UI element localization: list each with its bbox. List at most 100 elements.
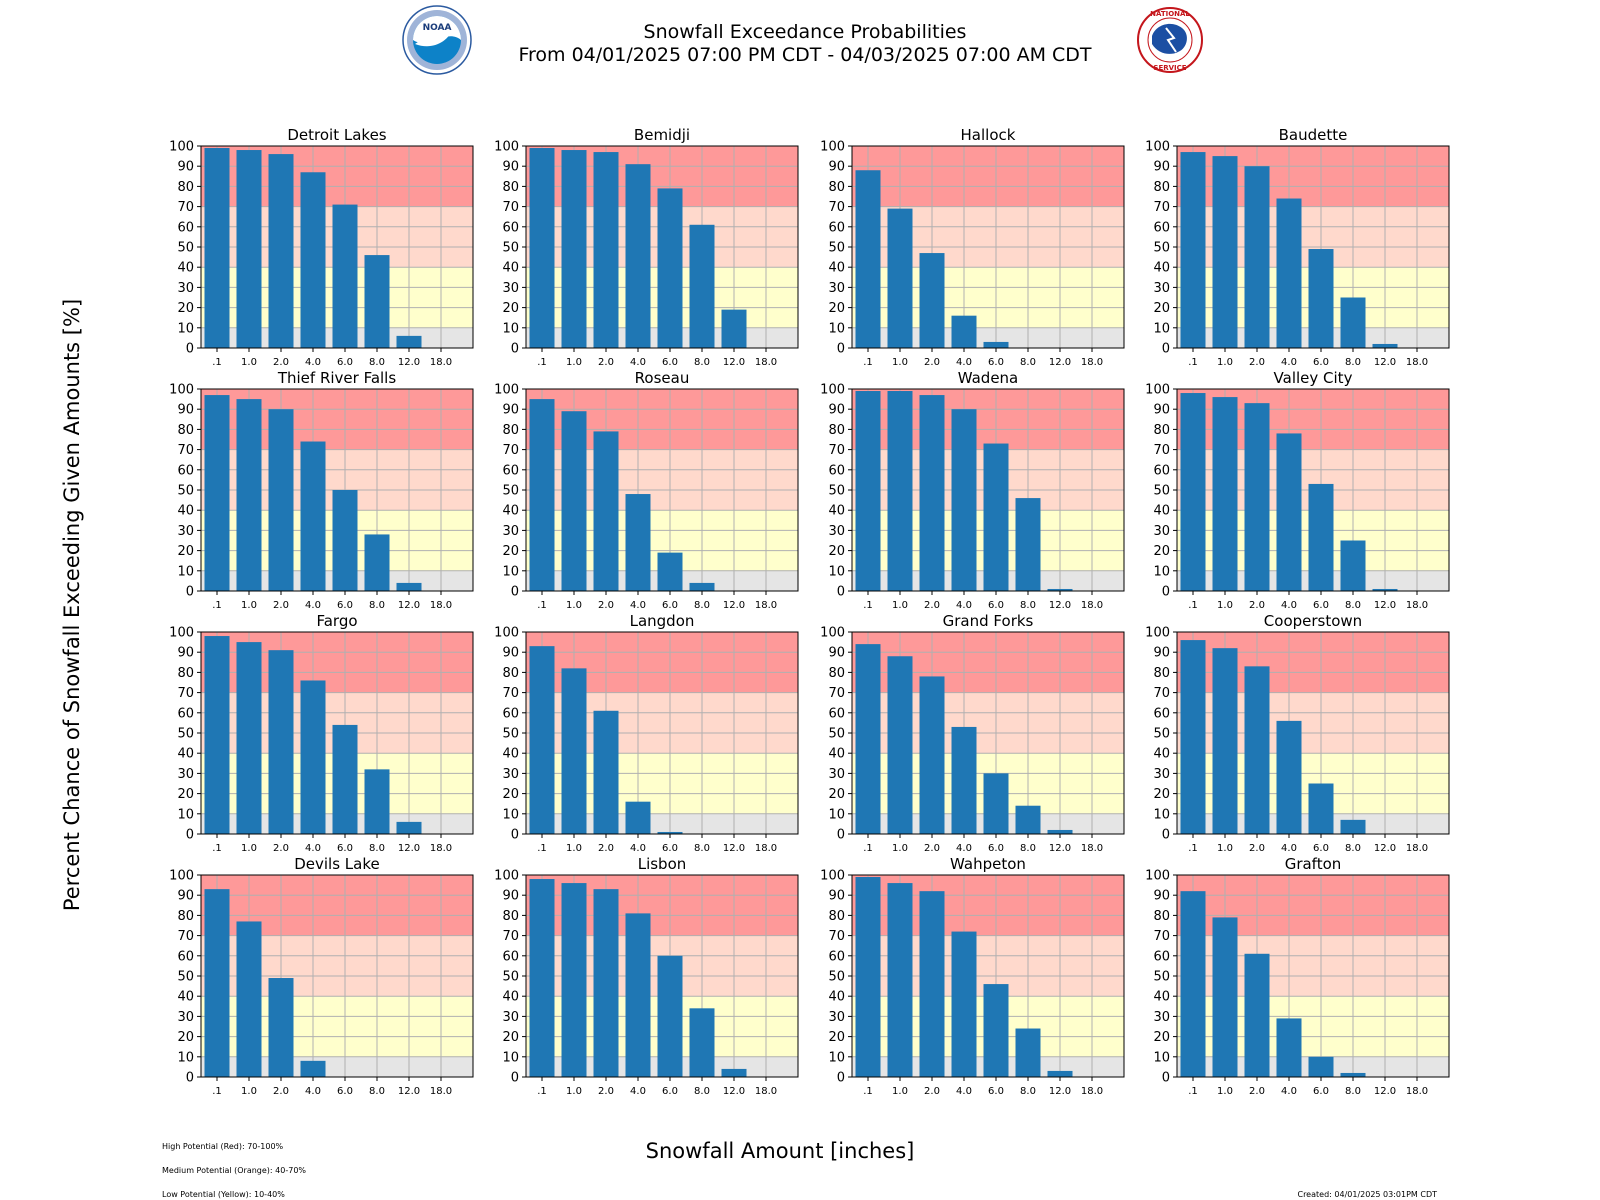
- x-tick-label: 12.0: [398, 357, 420, 368]
- y-tick-label: 0: [1162, 828, 1170, 843]
- x-tick-label: 4.0: [630, 843, 646, 854]
- y-tick-label: 90: [177, 646, 194, 661]
- x-tick-label: 8.0: [694, 357, 710, 368]
- y-tick-label: 80: [502, 423, 519, 438]
- bar: [1180, 891, 1206, 1077]
- y-tick-label: 60: [177, 949, 194, 964]
- bar: [951, 409, 977, 591]
- bar: [1340, 540, 1366, 591]
- x-tick-label: .1: [537, 1086, 547, 1097]
- bar: [300, 441, 326, 591]
- svg-text:SERVICE: SERVICE: [1153, 64, 1186, 72]
- y-tick-label: 60: [1153, 220, 1170, 235]
- panel-title: Bemidji: [634, 126, 690, 144]
- panel-bemidji: 0 10 20 30 40 50 60 70 80 90 100 .1 1.0 2.0 4.0 6.0 8.0 1…: [494, 126, 799, 368]
- bar: [657, 831, 683, 834]
- bar: [1276, 1018, 1302, 1077]
- bar: [1340, 1072, 1366, 1077]
- y-tick-label: 90: [1153, 160, 1170, 175]
- y-tick-label: 0: [837, 828, 845, 843]
- y-tick-label: 70: [502, 686, 519, 701]
- x-tick-label: 1.0: [566, 357, 582, 368]
- x-tick-label: 1.0: [566, 1086, 582, 1097]
- y-tick-label: 50: [1153, 970, 1170, 985]
- y-tick-label: 20: [502, 544, 519, 559]
- x-tick-label: 4.0: [630, 1086, 646, 1097]
- y-axis-label: Percent Chance of Snowfall Exceeding Giv…: [60, 299, 84, 911]
- bar: [657, 955, 683, 1077]
- bar: [625, 494, 651, 591]
- x-tick-label: 8.0: [1020, 843, 1036, 854]
- panel-title: Roseau: [635, 369, 690, 387]
- legend-high: High Potential (Red): 70-100%: [162, 1142, 284, 1151]
- x-tick-label: 12.0: [723, 843, 745, 854]
- panel-title: Wadena: [958, 369, 1019, 387]
- panel-title: Valley City: [1274, 369, 1353, 387]
- y-tick-label: 20: [1153, 301, 1170, 316]
- y-tick-label: 0: [186, 342, 194, 357]
- y-tick-label: 20: [1153, 1030, 1170, 1045]
- y-tick-label: 40: [1153, 990, 1170, 1005]
- bar: [1308, 783, 1334, 834]
- y-tick-label: 70: [177, 929, 194, 944]
- bar: [1276, 198, 1302, 348]
- bar: [1244, 953, 1270, 1077]
- y-tick-label: 20: [177, 1030, 194, 1045]
- bar: [268, 650, 294, 834]
- bar: [1015, 498, 1041, 591]
- x-tick-label: 1.0: [566, 600, 582, 611]
- x-tick-label: 12.0: [1049, 1086, 1071, 1097]
- bar: [561, 150, 587, 348]
- y-tick-label: 70: [828, 929, 845, 944]
- panel-title: Lisbon: [638, 855, 687, 873]
- y-tick-label: 0: [511, 342, 519, 357]
- panel-valley-city: 0 10 20 30 40 50 60 70 80 90 100 .1 1.0 2.0 4.0 6.0 8.0 1…: [1145, 369, 1450, 611]
- x-tick-label: .1: [537, 600, 547, 611]
- bar: [268, 978, 294, 1077]
- y-tick-label: 40: [177, 504, 194, 519]
- y-tick-label: 10: [1153, 564, 1170, 579]
- y-tick-label: 100: [169, 869, 194, 884]
- x-tick-label: 4.0: [1281, 600, 1297, 611]
- bar: [236, 921, 262, 1077]
- y-tick-label: 60: [828, 706, 845, 721]
- y-tick-label: 40: [828, 504, 845, 519]
- y-tick-label: 90: [828, 403, 845, 418]
- y-tick-label: 0: [1162, 1071, 1170, 1086]
- x-tick-label: 12.0: [1374, 843, 1396, 854]
- x-tick-label: 18.0: [1081, 843, 1103, 854]
- x-tick-label: 2.0: [924, 1086, 940, 1097]
- x-tick-label: 2.0: [273, 600, 289, 611]
- created-timestamp: Created: 04/01/2025 03:01PM CDT: [1297, 1190, 1437, 1199]
- bar: [593, 152, 619, 348]
- x-tick-label: 1.0: [1217, 1086, 1233, 1097]
- bar: [593, 710, 619, 834]
- x-tick-label: 1.0: [241, 1086, 257, 1097]
- bar: [332, 724, 358, 834]
- y-tick-label: 40: [1153, 747, 1170, 762]
- x-tick-label: 8.0: [1020, 1086, 1036, 1097]
- x-tick-label: .1: [1188, 357, 1198, 368]
- x-tick-label: 12.0: [1374, 1086, 1396, 1097]
- bar: [1047, 588, 1073, 591]
- bar: [204, 148, 230, 348]
- bar: [983, 341, 1009, 348]
- panel-roseau: 0 10 20 30 40 50 60 70 80 90 100 .1 1.0 2.0 4.0 6.0 8.0 1…: [494, 369, 799, 611]
- bar: [1180, 393, 1206, 591]
- y-tick-label: 60: [1153, 706, 1170, 721]
- y-tick-label: 80: [177, 666, 194, 681]
- y-tick-label: 90: [1153, 646, 1170, 661]
- bar: [561, 668, 587, 834]
- x-tick-label: .1: [863, 357, 873, 368]
- x-tick-label: 18.0: [1406, 843, 1428, 854]
- x-tick-label: 8.0: [369, 357, 385, 368]
- x-tick-label: 2.0: [1249, 1086, 1265, 1097]
- panel-wahpeton: 0 10 20 30 40 50 60 70 80 90 100 .1 1.0 2.0 4.0 6.0 8.0 1…: [820, 855, 1125, 1097]
- x-tick-label: 6.0: [1313, 1086, 1329, 1097]
- y-tick-label: 80: [1153, 180, 1170, 195]
- bar: [887, 208, 913, 348]
- bar: [887, 883, 913, 1077]
- x-tick-label: 18.0: [755, 357, 777, 368]
- y-tick-label: 10: [177, 564, 194, 579]
